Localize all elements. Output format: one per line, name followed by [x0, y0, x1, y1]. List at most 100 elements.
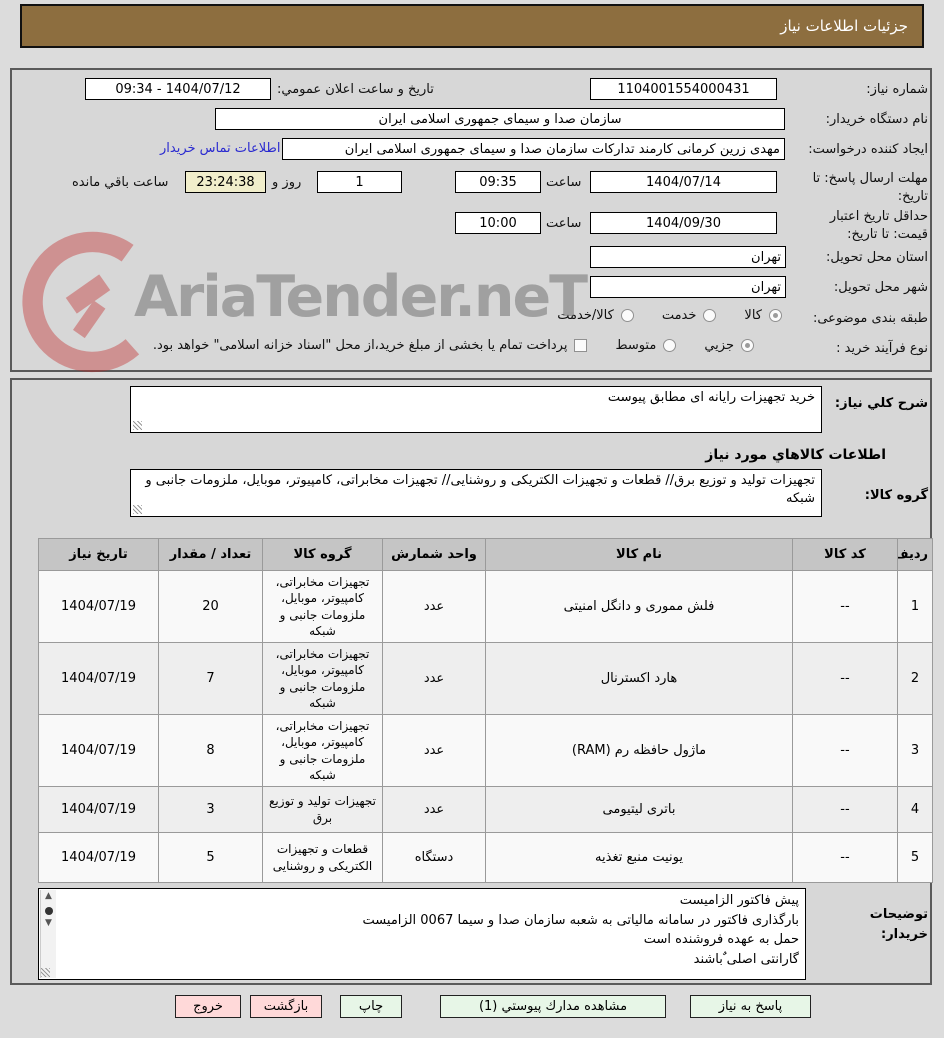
product-group-label: گروه کالا:	[864, 488, 928, 503]
radio-partial-label: جزیي	[704, 338, 734, 353]
table-cell: تجهیزات مخابراتی، کامپیوتر، موبایل، ملزو…	[262, 570, 383, 643]
column-header: تعداد / مقدار	[158, 538, 263, 571]
table-cell: 2	[897, 642, 933, 715]
page-title: جزئیات اطلاعات نیاز	[780, 17, 908, 35]
table-row: 4 -- باتری لیتیومی عدد تجهیزات تولید و توزیع…	[38, 786, 933, 833]
days-remaining-field[interactable]: 1	[317, 171, 402, 193]
treasury-note: پرداخت تمام یا بخشی از مبلغ خرید،از محل …	[152, 338, 568, 353]
table-row: 1 -- فلش مموری و دانگل امنیتی عدد تجهیزات مخ…	[38, 570, 933, 643]
radio-service[interactable]	[703, 309, 717, 322]
buyer-notes-label: توضیحات خریدار:	[869, 907, 928, 942]
treasury-checkbox[interactable]	[574, 339, 588, 352]
print-button[interactable]: چاپ	[340, 995, 402, 1018]
buyer-notes-text: پیش فاکتور الزامیست بارگذاری فاکتور در س…	[362, 893, 799, 967]
table-row: 2 -- هارد اکسترنال عدد تجهیزات مخابراتی، کام…	[38, 642, 933, 715]
view-attachments-button[interactable]: مشاهده مدارك پیوستي (1)	[440, 995, 666, 1018]
delivery-city-label: شهر محل تحویل:	[833, 280, 928, 295]
table-cell: دستگاه	[382, 832, 486, 883]
product-group-textarea[interactable]: تجهیزات تولید و توزیع برق// قطعات و تجهی…	[130, 469, 822, 517]
radio-medium-label: متوسط	[615, 338, 657, 353]
validity-time-field[interactable]: 10:00	[455, 212, 541, 234]
table-cell: 1404/07/19	[38, 786, 159, 833]
table-row: 5 -- یونیت منبع تغذیه دستگاه قطعات و تجهیزات…	[38, 832, 933, 883]
notes-scrollbar[interactable]: ▲ ▼	[40, 890, 56, 978]
resize-handle[interactable]	[133, 421, 142, 430]
buyer-org-label: نام دستگاه خریدار:	[825, 112, 928, 127]
delivery-province-field[interactable]: تهران	[590, 246, 786, 268]
product-group-text: تجهیزات تولید و توزیع برق// قطعات و تجهی…	[145, 473, 815, 507]
process-type-label: نوع فرآیند خرید :	[836, 341, 928, 356]
radio-medium[interactable]	[663, 339, 677, 352]
deadline-time-field[interactable]: 09:35	[455, 171, 541, 193]
table-cell: 5	[897, 832, 933, 883]
general-desc-text: خرید تجهیزات رایانه ای مطابق پیوست	[607, 390, 815, 405]
table-cell: --	[792, 714, 898, 787]
table-cell: فلش مموری و دانگل امنیتی	[485, 570, 793, 643]
table-cell: 3	[897, 714, 933, 787]
announce-datetime-field[interactable]: 1404/07/12 - 09:34	[85, 78, 271, 100]
days-and-label: روز و	[272, 175, 302, 190]
column-header: کد کالا	[792, 538, 898, 571]
column-header: گروه کالا	[262, 538, 383, 571]
announce-label: تاریخ و ساعت اعلان عمومي:	[277, 82, 434, 97]
classification-options: کالا خدمت کالا/خدمت	[557, 308, 782, 323]
radio-goods-service[interactable]	[620, 309, 634, 322]
deadline-date-field[interactable]: 1404/07/14	[590, 171, 777, 193]
table-cell: 7	[158, 642, 263, 715]
countdown-timer: 23:24:38	[185, 171, 266, 193]
table-cell: 1	[897, 570, 933, 643]
table-cell: 1404/07/19	[38, 642, 159, 715]
items-section-heading: اطلاعات كالاهاي مورد نیاز	[705, 447, 886, 463]
radio-goods-service-label: کالا/خدمت	[557, 308, 614, 323]
table-cell: تجهیزات تولید و توزیع برق	[262, 786, 383, 833]
table-cell: عدد	[382, 642, 486, 715]
resize-handle[interactable]	[133, 505, 142, 514]
reply-to-need-button[interactable]: پاسخ به نیاز	[690, 995, 811, 1018]
general-desc-textarea[interactable]: خرید تجهیزات رایانه ای مطابق پیوست	[130, 386, 822, 433]
scroll-up-icon[interactable]: ▲	[45, 891, 52, 901]
column-header: واحد شمارش	[382, 538, 486, 571]
table-cell: 3	[158, 786, 263, 833]
exit-button[interactable]: خروج	[175, 995, 241, 1018]
table-cell: هارد اکسترنال	[485, 642, 793, 715]
scroll-thumb[interactable]	[44, 907, 53, 915]
table-cell: عدد	[382, 786, 486, 833]
radio-goods[interactable]	[769, 309, 782, 322]
table-cell: 4	[897, 786, 933, 833]
table-cell: ماژول حافظه رم (RAM)	[485, 714, 793, 787]
table-row: 3 -- ماژول حافظه رم (RAM) عدد تجهیزات مخابرا…	[38, 714, 933, 787]
need-number-label: شماره نیاز:	[866, 82, 928, 97]
deadline-hour-label: ساعت	[546, 175, 582, 190]
process-type-options: جزیي متوسط پرداخت تمام یا بخشی از مبلغ خ…	[153, 338, 754, 353]
back-button[interactable]: بازگشت	[250, 995, 322, 1018]
radio-partial[interactable]	[741, 339, 754, 352]
table-cell: 1404/07/19	[38, 714, 159, 787]
table-cell: تجهیزات مخابراتی، کامپیوتر، موبایل، ملزو…	[262, 642, 383, 715]
hours-remaining-label: ساعت باقي مانده	[72, 175, 169, 190]
buyer-contact-link[interactable]: اطلاعات تماس خریدار	[160, 141, 281, 156]
table-cell: 5	[158, 832, 263, 883]
table-cell: قطعات و تجهیزات الکتریکی و روشنایی	[262, 832, 383, 883]
buyer-notes-textarea[interactable]: پیش فاکتور الزامیست بارگذاری فاکتور در س…	[38, 888, 806, 980]
delivery-province-label: استان محل تحویل:	[826, 250, 928, 265]
price-validity-label: حداقل تاریخ اعتبار قیمت: تا تاریخ:	[829, 209, 928, 242]
scroll-down-icon[interactable]: ▼	[45, 918, 52, 928]
table-cell: یونیت منبع تغذیه	[485, 832, 793, 883]
table-cell: تجهیزات مخابراتی، کامپیوتر، موبایل، ملزو…	[262, 714, 383, 787]
table-cell: عدد	[382, 714, 486, 787]
table-cell: --	[792, 832, 898, 883]
resize-handle[interactable]	[41, 968, 50, 977]
table-cell: --	[792, 786, 898, 833]
classification-label: طبقه بندی موضوعی:	[812, 311, 928, 326]
need-number-field[interactable]: 1104001554000431	[590, 78, 777, 100]
radio-goods-label: کالا	[744, 308, 762, 323]
table-cell: 1404/07/19	[38, 570, 159, 643]
delivery-city-field[interactable]: تهران	[590, 276, 786, 298]
validity-hour-label: ساعت	[546, 216, 582, 231]
buyer-org-field[interactable]: سازمان صدا و سیمای جمهوری اسلامی ایران	[215, 108, 785, 130]
validity-date-field[interactable]: 1404/09/30	[590, 212, 777, 234]
creator-field[interactable]: مهدی زرین کرمانی کارمند تدارکات سازمان ص…	[282, 138, 785, 160]
